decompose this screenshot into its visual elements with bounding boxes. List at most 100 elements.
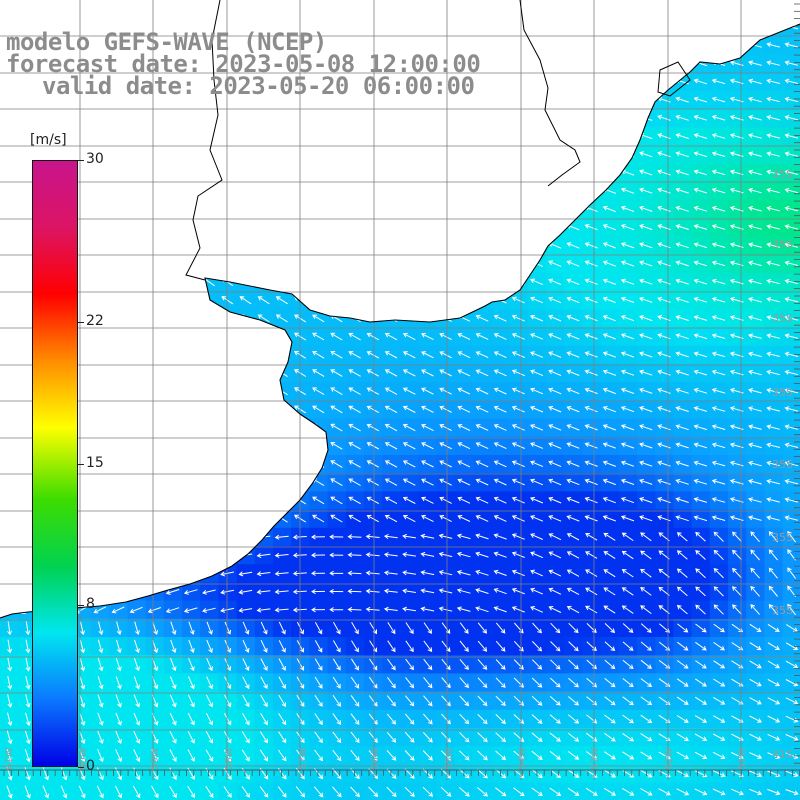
wind-arrow [312,223,325,232]
wind-arrow [639,42,653,49]
wind-arrow [439,187,452,195]
wind-arrow [675,497,689,503]
ocean-cell [618,127,638,147]
coastline-path [0,23,800,619]
wind-arrow [257,132,270,141]
wind-arrow [620,133,635,140]
wind-arrow [330,278,343,286]
ocean-cell [0,382,19,401]
ocean-cell [327,236,347,256]
wind-arrow [169,785,177,799]
ocean-cell [655,36,674,56]
wind-arrow [330,442,343,450]
wind-arrow [766,278,780,285]
ocean-cell [273,145,292,165]
wind-arrow [766,369,780,376]
wind-arrow [711,187,726,194]
wind-arrow [386,731,397,743]
ocean-cell [364,254,383,274]
wind-arrow [639,224,653,231]
wind-arrow [748,24,762,30]
wind-arrow [602,387,616,395]
ocean-cell [637,72,656,92]
wind-arrow [657,187,671,194]
wind-arrow [3,404,15,415]
ocean-cell [600,72,620,92]
wind-arrow [366,23,380,31]
wind-arrow [421,351,434,359]
wind-arrow [620,460,635,467]
ocean-cell [145,109,165,128]
ocean-cell [418,0,438,19]
wind-arrow [206,621,213,635]
ocean-cell [382,273,401,292]
ocean-cell [145,0,165,19]
wind-arrow [566,132,580,140]
wind-arrow [693,515,708,522]
wind-arrow [275,441,288,450]
wind-arrow [239,368,252,378]
wind-arrow [97,694,104,708]
wind-arrow [3,204,15,214]
ocean-cell [455,254,474,274]
wind-arrow [185,314,197,323]
wind-arrow [166,186,179,196]
wind-arrow [530,296,544,304]
wind-arrow [21,404,33,415]
wind-arrow [314,621,323,635]
wind-arrow [657,351,671,358]
wind-arrow [76,204,88,214]
wind-arrow [421,278,434,286]
wind-arrow [548,151,562,158]
wind-arrow [475,424,489,431]
wind-arrow [366,296,380,304]
wind-arrow [548,114,562,122]
ocean-cell [309,418,329,438]
ocean-cell [91,182,110,201]
wind-arrow [475,496,489,504]
wind-arrow [3,186,15,196]
ocean-cell [218,382,238,401]
wind-arrow [21,440,33,451]
wind-arrow [459,695,470,707]
ocean-cell [218,327,238,347]
wind-arrow [112,131,124,141]
wind-arrow [366,132,380,141]
ocean-cell [527,145,547,165]
wind-arrow [239,478,252,487]
wind-arrow [584,114,598,122]
wind-arrow [203,387,215,396]
wind-arrow [622,623,634,633]
wind-arrow [402,552,416,558]
ocean-cell [236,327,256,347]
wind-arrow [711,387,726,394]
wind-arrow [257,150,270,159]
wind-arrow [676,550,688,560]
wind-arrow [675,515,689,522]
wind-arrow [185,259,197,269]
ocean-cell [109,455,128,474]
wind-arrow [366,169,380,177]
wind-arrow [3,605,15,615]
wind-arrow [766,60,780,66]
wind-arrow [148,514,161,523]
wind-arrow [348,369,361,377]
wind-arrow [260,713,268,726]
wind-arrow [693,169,708,176]
wind-arrow [550,641,561,652]
wind-arrow [275,405,288,414]
ocean-cell [782,582,800,602]
wind-arrow [257,168,270,177]
wind-arrow [729,5,744,12]
ocean-cell [655,54,674,74]
wind-arrow [206,658,213,672]
wind-arrow [530,442,544,449]
wind-arrow [675,369,689,376]
ocean-cell [673,18,693,37]
wind-arrow [257,205,270,214]
wind-arrow [366,223,380,232]
wind-arrow [386,713,396,725]
wind-arrow [220,607,234,613]
wind-arrow [640,659,652,669]
ocean-cell [163,327,183,347]
